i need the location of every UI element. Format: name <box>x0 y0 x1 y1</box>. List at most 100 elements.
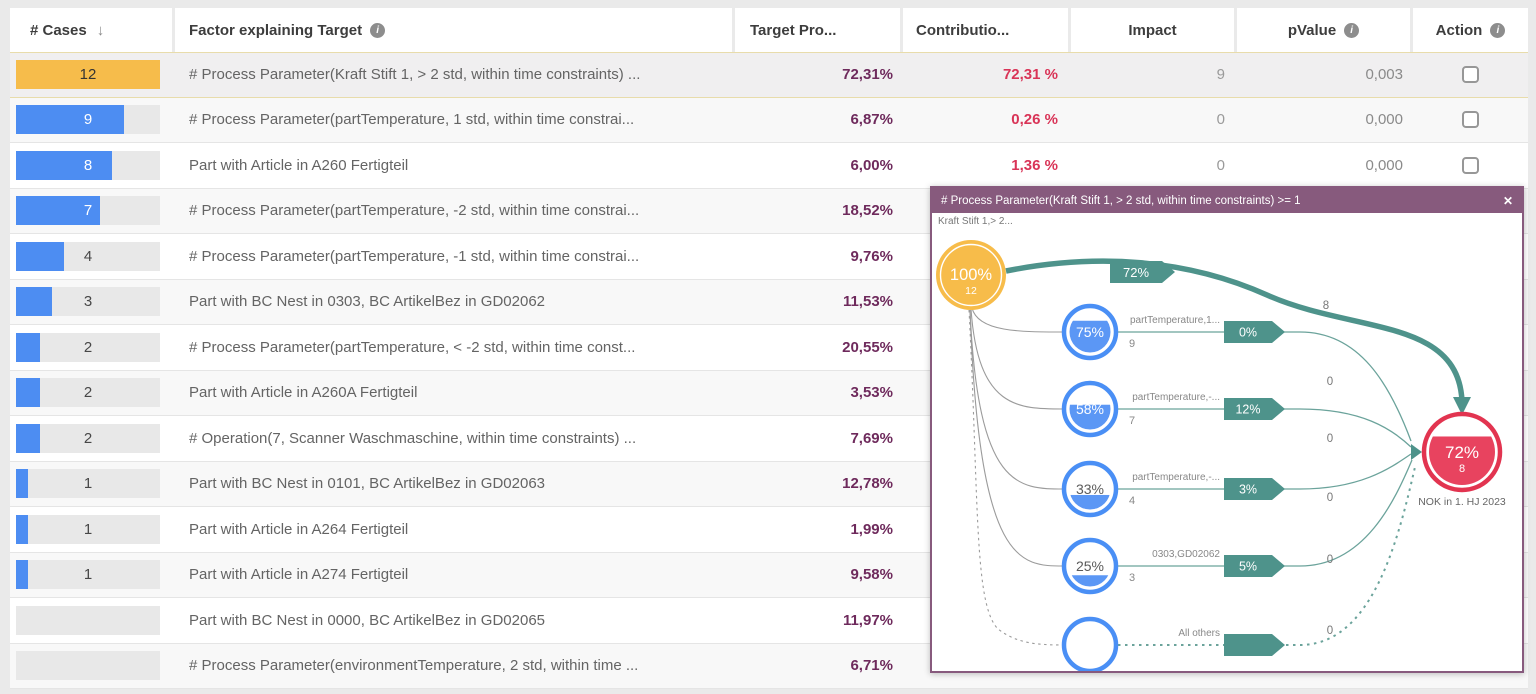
factor-cell: Part with Article in A260 Fertigteil <box>189 156 409 174</box>
branch-badge-label: 12% <box>1235 403 1260 417</box>
cases-cell: 1 <box>10 469 175 499</box>
column-header-pvalue[interactable]: pValue i <box>1237 8 1413 52</box>
branch-node[interactable] <box>1061 616 1119 671</box>
branch-node-pct: 75% <box>1076 324 1104 340</box>
column-header-action[interactable]: Action i <box>1413 8 1528 52</box>
parent-edge <box>969 309 1065 490</box>
action-info-icon[interactable]: i <box>1490 22 1506 38</box>
target-node-label: NOK in 1. HJ 2023 <box>1418 496 1506 508</box>
factor-cell: # Process Parameter(partTemperature, -1 … <box>189 247 640 265</box>
table-row[interactable]: 12 # Process Parameter(Kraft Stift 1, > … <box>10 52 1528 98</box>
factor-cell: # Process Parameter(partTemperature, 1 s… <box>189 111 635 129</box>
contribution-header-label: Contributio... <box>916 21 1010 39</box>
branch-out-count: 0 <box>1327 433 1333 445</box>
pvalue-cell: 0,000 <box>1365 111 1403 129</box>
action-checkbox[interactable] <box>1462 111 1479 129</box>
branch-out-edge <box>1116 331 1412 442</box>
sort-desc-icon[interactable]: ↓ <box>96 21 105 39</box>
column-header-factor[interactable]: Factor explaining Target i <box>175 8 735 52</box>
pvalue-info-icon[interactable]: i <box>1344 22 1360 38</box>
factor-cell: # Process Parameter(environmentTemperatu… <box>189 657 639 675</box>
cases-bar <box>16 469 28 499</box>
target-node-pct: 72% <box>1445 443 1479 462</box>
cases-cell: 2 <box>10 332 175 362</box>
branch-out-edge <box>1116 408 1412 448</box>
branch-label: partTemperature,-... <box>1132 392 1220 403</box>
column-header-contribution[interactable]: Contributio... <box>903 8 1071 52</box>
cases-count: 2 <box>83 429 93 447</box>
cases-cell: 2 <box>10 378 175 408</box>
target-probability-cell: 6,87% <box>850 111 893 129</box>
target-node[interactable]: 72%8 <box>1421 411 1503 493</box>
target-probability-cell: 6,71% <box>850 657 893 675</box>
cases-count: 7 <box>83 202 93 220</box>
table-row[interactable]: 9 # Process Parameter(partTemperature, 1… <box>10 97 1528 143</box>
branch-node-pct: 58% <box>1076 401 1104 417</box>
table-row[interactable]: 8 Part with Article in A260 Fertigteil 6… <box>10 143 1528 189</box>
factor-info-icon[interactable]: i <box>370 22 386 38</box>
cases-bar-track: 1 <box>16 560 160 590</box>
branch-out-edge <box>1116 453 1412 490</box>
factor-cell: Part with BC Nest in 0101, BC ArtikelBez… <box>189 475 546 493</box>
table-row[interactable]: # Process Parameter(environmentTemperatu… <box>10 643 1528 689</box>
target-probability-cell: 72,31% <box>842 66 893 84</box>
branch-node[interactable]: 25% <box>1061 537 1119 595</box>
cases-bar-track: 2 <box>16 378 160 408</box>
action-checkbox[interactable] <box>1462 156 1479 174</box>
cases-count: 1 <box>83 520 93 538</box>
action-checkbox[interactable] <box>1462 66 1479 84</box>
factor-cell: Part with BC Nest in 0000, BC ArtikelBez… <box>189 611 546 629</box>
direct-edge-badge <box>1110 261 1175 283</box>
cases-bar <box>16 560 28 590</box>
action-cell <box>1413 111 1528 129</box>
branch-badge-label: 5% <box>1239 560 1257 574</box>
branch-out-count: 0 <box>1327 554 1333 566</box>
cases-bar-track: 8 <box>16 150 160 180</box>
cases-bar-track: 4 <box>16 241 160 271</box>
cases-count: 1 <box>83 566 93 584</box>
target-probability-cell: 9,58% <box>850 566 893 584</box>
cases-bar <box>16 378 41 408</box>
target-probability-cell: 12,78% <box>842 475 893 493</box>
parent-edge <box>969 309 1065 567</box>
branch-node[interactable]: 75% <box>1061 303 1119 361</box>
column-header-cases[interactable]: # Cases ↓ <box>10 8 175 52</box>
factor-cell: # Operation(7, Scanner Waschmaschine, wi… <box>189 429 637 447</box>
factor-header-label: Factor explaining Target <box>189 21 363 39</box>
direct-edge <box>1005 258 1465 402</box>
branch-badge <box>1224 555 1285 577</box>
cases-count: 12 <box>79 66 97 84</box>
branch-count: 7 <box>1129 415 1135 427</box>
branch-label: 0303,GD02062 <box>1152 549 1220 560</box>
branch-node-circle <box>1061 616 1119 671</box>
cases-bar <box>16 514 28 544</box>
direct-edge-badge-label: 72% <box>1123 265 1149 280</box>
root-node[interactable]: 100%12 <box>936 240 1006 310</box>
factor-cell: Part with Article in A264 Fertigteil <box>189 520 409 538</box>
cases-cell <box>10 605 175 635</box>
cases-bar <box>16 423 41 453</box>
cases-bar-track: 3 <box>16 287 160 317</box>
column-header-impact[interactable]: Impact <box>1071 8 1237 52</box>
root-node-pct: 100% <box>950 266 993 284</box>
factor-cell: Part with Article in A274 Fertigteil <box>189 566 409 584</box>
branch-node[interactable]: 58% <box>1061 380 1119 438</box>
column-header-target[interactable]: Target Pro... <box>735 8 903 52</box>
action-cell <box>1413 66 1528 84</box>
close-icon[interactable]: ✕ <box>1502 193 1513 208</box>
target-probability-cell: 1,99% <box>850 520 893 538</box>
cases-bar <box>16 196 100 226</box>
cases-bar <box>16 332 41 362</box>
branch-badge <box>1224 321 1285 343</box>
branch-node[interactable]: 33% <box>1061 460 1119 518</box>
impact-cell: 0 <box>1216 111 1225 129</box>
cases-bar-track: 12 <box>16 60 160 90</box>
branch-badge <box>1224 398 1285 420</box>
branch-badge-label: 3% <box>1239 483 1257 497</box>
cases-bar-track: 2 <box>16 332 160 362</box>
branch-node-fill <box>1069 494 1111 510</box>
popup-title-bar[interactable]: # Process Parameter(Kraft Stift 1, > 2 s… <box>932 188 1522 213</box>
target-probability-cell: 11,97% <box>842 611 893 629</box>
branch-badge <box>1224 634 1285 656</box>
impact-header-label: Impact <box>1128 21 1177 39</box>
